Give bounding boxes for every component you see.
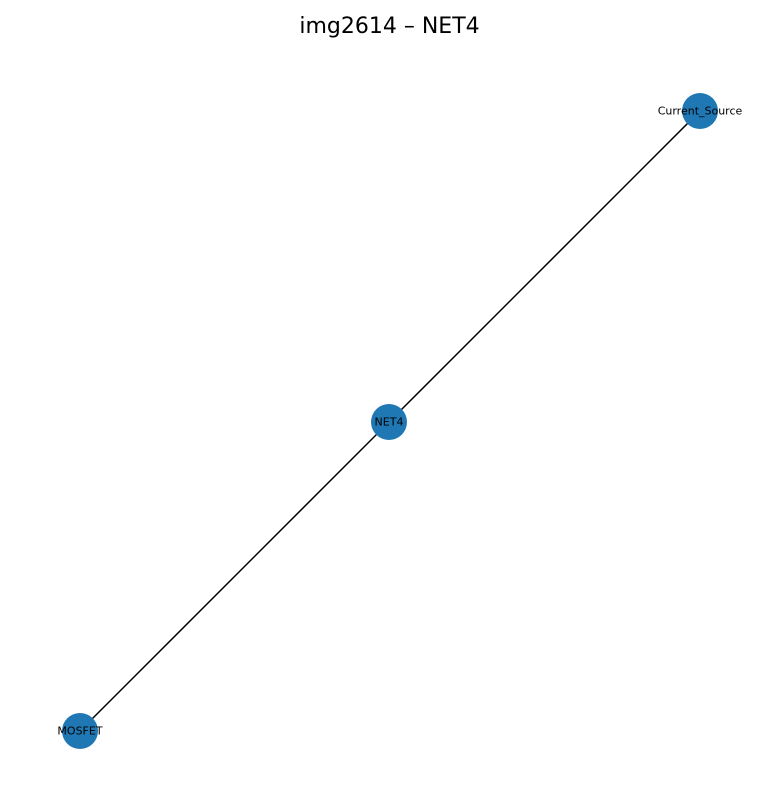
- edge-net4-current-source: [388, 110, 701, 423]
- node-label-net4: NET4: [375, 416, 404, 429]
- node-label-mosfet: MOSFET: [57, 725, 102, 738]
- node-net4: NET4: [371, 404, 407, 440]
- edge-net4-mosfet: [79, 421, 390, 732]
- nodes-layer: Current_Source NET4 MOSFET: [57, 93, 743, 749]
- node-circle-mosfet: [62, 713, 98, 749]
- edges-layer: [79, 110, 701, 732]
- node-mosfet: MOSFET: [57, 713, 103, 749]
- node-circle-current-source: [682, 93, 718, 129]
- diagram-title: img2614 – NET4: [299, 14, 480, 39]
- node-label-current-source: Current_Source: [658, 105, 743, 118]
- node-current-source: Current_Source: [658, 93, 743, 129]
- node-circle-net4: [371, 404, 407, 440]
